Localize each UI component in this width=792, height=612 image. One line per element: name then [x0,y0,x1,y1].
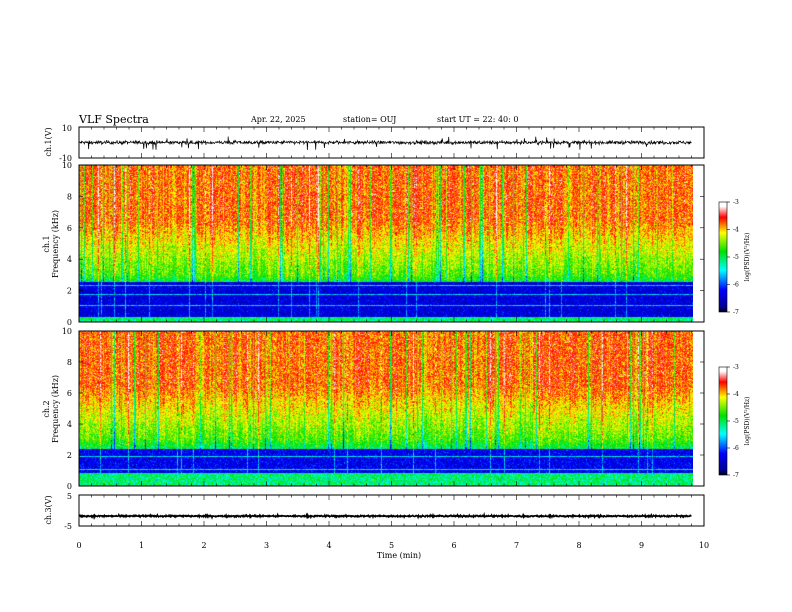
time-axis-label: Time (min) [377,551,421,560]
colorbar-tick-label: -3 [733,199,739,206]
time-tick-label: 0 [76,541,81,550]
time-tick-label: 4 [326,541,331,550]
colorbar-tick-label: -3 [733,364,739,371]
ch3-waveform-ytick-bottom: -5 [64,522,72,531]
time-tick-label: 5 [389,541,394,550]
colorbar-tick-label: -4 [733,227,739,234]
figure-title: VLF Spectra [78,113,149,126]
frequency-tick-label: 4 [67,420,72,429]
frequency-tick-label: 6 [67,224,72,233]
frequency-tick-label: 0 [67,482,72,491]
frequency-tick-label: 10 [62,327,72,336]
ch2-spectrogram-panel: 0 2 4 6 8 10 ch.2 Frequency (kHz) [42,327,705,491]
time-tick-label: 10 [699,541,709,550]
ch1-spectrogram-panel: 0 2 4 6 8 10 ch.1 Frequency (kHz) [42,161,705,327]
station-label: station= OUJ [343,115,396,124]
colorbar-tick-label: -6 [733,445,739,452]
ch1-waveform-ylabel: ch.1(V) [44,127,53,156]
frequency-tick-label: 8 [67,192,72,201]
time-axis-tick-labels: 0 1 2 3 4 5 6 7 8 9 10 [76,541,709,550]
ch1-waveform-ytick-top: 10 [62,124,72,133]
ch1-colorbar-label: log(PSD)(V²/Hz) [744,233,751,282]
frequency-tick-label: 2 [67,287,72,296]
time-tick-label: 8 [576,541,581,550]
ch2-colorbar: -3 -4 -5 -6 -7 log(PSD)(V²/Hz) [718,364,751,479]
ch1-colorbar: -3 -4 -5 -6 -7 log(PSD)(V²/Hz) [718,199,751,316]
waveform-trace [78,511,692,520]
colorbar-tick-label: -5 [733,418,739,425]
frequency-tick-label: 8 [67,358,72,367]
ch2-spectrogram-ylabel-frequency: Frequency (kHz) [51,375,60,443]
colorbar-tick-label: -7 [733,309,739,316]
ch3-waveform-panel: 5 -5 ch.3(V) [44,492,705,531]
waveform-trace [78,136,692,150]
time-tick-label: 7 [514,541,519,550]
time-tick-label: 6 [451,541,456,550]
frequency-tick-label: 2 [67,451,72,460]
ch1-spectrogram-ylabel-channel: ch.1 [42,235,51,252]
frequency-tick-label: 0 [67,318,72,327]
frequency-tick-label: 6 [67,389,72,398]
time-tick-label: 9 [639,541,644,550]
colorbar-tick-label: -5 [733,254,739,261]
colorbar-tick-label: -6 [733,282,739,289]
start-time-label: start UT = 22: 40: 0 [437,115,518,124]
colorbar-tick-label: -7 [733,472,739,479]
time-tick-label: 2 [201,541,206,550]
time-tick-label: 3 [264,541,269,550]
ch3-waveform-ylabel: ch.3(V) [44,495,53,524]
date-label: Apr. 22, 2025 [250,115,306,124]
frequency-tick-label: 10 [62,161,72,170]
ch2-colorbar-label: log(PSD)(V²/Hz) [744,397,751,446]
ch1-waveform-panel: 10 -10 ch.1(V) [44,124,705,163]
ch1-spectrogram-ylabel-frequency: Frequency (kHz) [51,210,60,278]
time-tick-label: 1 [139,541,144,550]
frequency-tick-label: 4 [67,255,72,264]
ch2-spectrogram-ylabel-channel: ch.2 [42,400,51,417]
ch1-waveform-ytick-bottom: -10 [59,154,72,163]
colorbar-tick-label: -4 [733,391,739,398]
ch3-waveform-ytick-top: 5 [67,492,72,501]
